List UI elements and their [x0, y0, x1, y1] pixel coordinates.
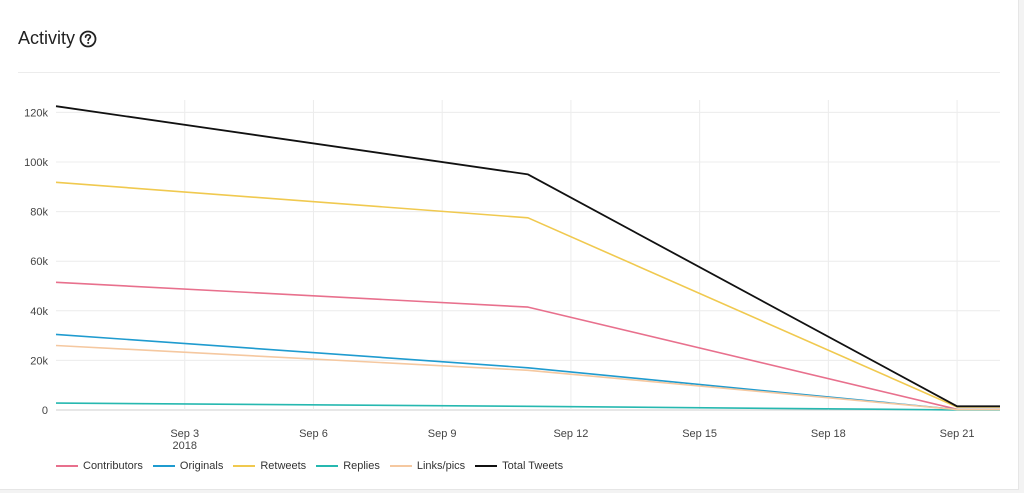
series-layer [55, 105, 1000, 411]
legend-label: Replies [343, 460, 380, 472]
legend-label: Contributors [83, 460, 143, 472]
x-tick-label: Sep 18 [811, 428, 846, 440]
series-line-retweets[interactable] [55, 181, 1000, 408]
card-title: Activity [18, 28, 76, 48]
legend-label: Retweets [260, 460, 307, 472]
legend-item-replies[interactable]: Replies [316, 460, 380, 472]
y-tick-label: 60k [30, 256, 48, 268]
x-tick-label: Sep 12 [553, 428, 588, 440]
chart-legend: Contributors Originals Retweets Replies Link… [56, 460, 563, 472]
y-tick-label: 120k [24, 107, 48, 119]
series-line-replies[interactable] [55, 402, 1000, 411]
card-header: Activity [18, 28, 97, 49]
series-line-total-tweets[interactable] [55, 105, 1000, 408]
series-line-contributors[interactable] [55, 281, 1000, 411]
y-tick-label: 100k [24, 157, 48, 169]
legend-item-contributors[interactable]: Contributors [56, 460, 143, 472]
legend-label: Originals [179, 460, 224, 472]
question-circle-icon[interactable] [79, 30, 97, 48]
legend-label: Total Tweets [502, 460, 564, 472]
legend-item-originals[interactable]: Originals [152, 460, 224, 472]
series-line-originals[interactable] [55, 333, 1000, 411]
legend-swatch [316, 465, 339, 467]
legend-item-retweets[interactable]: Retweets [233, 460, 306, 472]
legend-swatch [389, 465, 412, 467]
legend-label: Links/pics [416, 460, 466, 472]
x-tick-label: Sep 21 [940, 428, 975, 440]
legend-swatch [56, 465, 78, 467]
y-tick-label: 20k [30, 355, 48, 367]
y-tick-label: 40k [30, 306, 48, 318]
legend-swatch [152, 465, 175, 467]
legend-swatch [233, 465, 256, 467]
x-tick-sublabel: 2018 [172, 440, 196, 452]
y-tick-label: 80k [30, 207, 48, 219]
series-line-links-pics[interactable] [55, 344, 1000, 411]
y-tick-label: 0 [42, 405, 48, 417]
x-tick-label: Sep 9 [428, 428, 457, 440]
legend-item-total-tweets[interactable]: Total Tweets [475, 460, 563, 472]
legend-swatch [475, 465, 498, 467]
grid-layer [56, 100, 1000, 411]
legend-item-links-pics[interactable]: Links/pics [389, 460, 466, 472]
x-tick-label: Sep 6 [299, 428, 328, 440]
header-divider [18, 72, 1000, 73]
x-tick-label: Sep 3 [170, 428, 199, 440]
x-tick-label: Sep 15 [682, 428, 717, 440]
